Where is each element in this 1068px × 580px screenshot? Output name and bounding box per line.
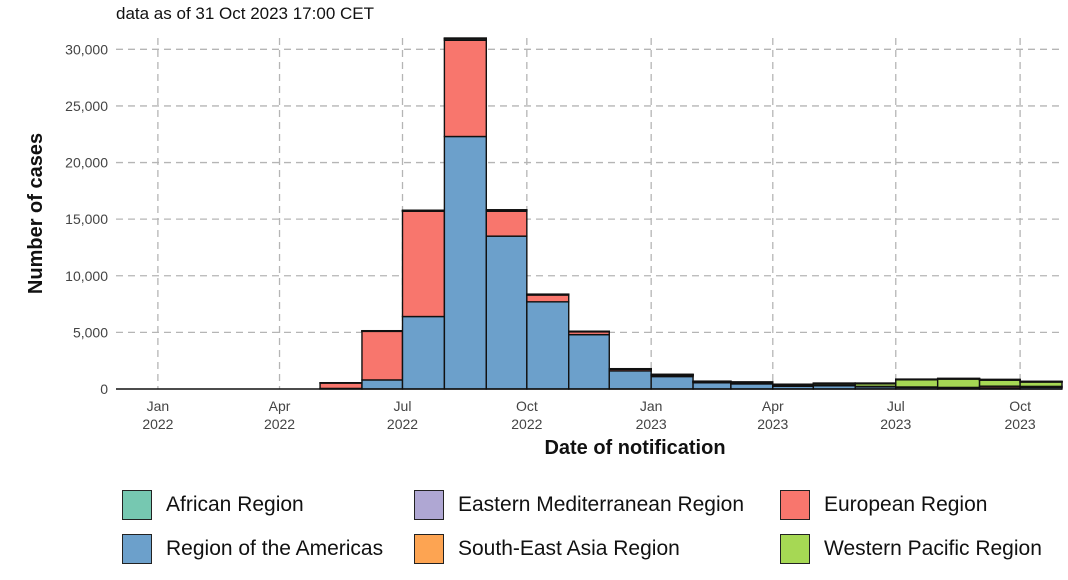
bar-segment [401,210,446,318]
legend-item: Region of the Americas [122,532,383,566]
bar-segment [854,382,897,385]
bar-segment [401,315,446,390]
x-tick-label: 2023 [880,416,911,432]
y-tick-label: 5,000 [73,324,108,340]
bar-segment [650,373,694,376]
y-axis-title: Number of cases [25,133,47,294]
x-tick-label: Jan [147,398,170,414]
x-tick-label: 2022 [387,416,418,432]
bar-segment [730,381,774,384]
legend-swatch [414,490,444,520]
y-tick-label: 10,000 [65,268,108,284]
legend-swatch [122,534,152,564]
legend: African Region Eastern Mediterranean Regi… [122,488,1068,572]
legend-label: Eastern Mediterranean Region [458,493,745,516]
x-tick-label: Jan [640,398,663,414]
x-tick-label: 2022 [142,416,173,432]
bar-segment [1019,380,1063,383]
bar-segment [608,370,652,390]
y-tick-label: 25,000 [65,98,108,114]
bar-segment [812,382,856,385]
x-tick-label: Apr [762,398,784,414]
bar-segment [443,135,487,390]
x-tick-label: Jul [887,398,905,414]
legend-swatch [780,534,810,564]
legend-swatch [780,490,810,520]
bar-segment [361,329,404,332]
bar-segment [692,380,732,383]
legend-label: South-East Asia Region [458,537,680,560]
y-tick-label: 30,000 [65,41,108,57]
x-tick-label: 2023 [757,416,788,432]
legend-swatch [122,490,152,520]
x-tick-label: 2023 [636,416,667,432]
x-tick-label: Jul [394,398,412,414]
bar-segment [650,375,694,390]
bar-segment [608,367,652,370]
bar-segment [319,382,363,384]
legend-label: Western Pacific Region [824,537,1042,560]
x-tick-label: Oct [516,398,538,414]
x-tick-label: 2023 [1005,416,1036,432]
bar-segment [526,293,570,296]
bar-segment [485,235,528,390]
legend-item: South-East Asia Region [414,532,680,566]
legend-item: Western Pacific Region [780,532,1042,566]
bar-segment [568,333,610,390]
y-tick-label: 0 [100,381,108,397]
bar-segment [895,378,939,381]
legend-item: Eastern Mediterranean Region [414,488,744,522]
x-tick-label: Apr [269,398,291,414]
x-axis-title: Date of notification [544,437,725,459]
plot-area: 0 5,000 10,000 15,000 20,000 25,000 30,000 Jan 2… [25,37,1063,459]
bar-segment [936,378,981,389]
bar-segment [692,382,732,390]
bar-segment [568,330,610,333]
legend-label: European Region [824,493,988,516]
bar-segment [526,301,570,390]
legend-label: Region of the Americas [166,537,384,560]
legend-swatch [414,534,444,564]
x-tick-label: Oct [1009,398,1031,414]
bar-segment [401,209,446,212]
bar-segment [526,294,570,303]
x-tick-label: 2022 [511,416,542,432]
bar-segment [936,377,981,380]
bar-segment [895,378,939,388]
bar-segment [443,39,487,138]
legend-item: African Region [122,488,304,522]
bar-segment [443,37,487,40]
bar-segment [978,378,1021,381]
bar-segment [485,210,528,237]
bar-segment [772,383,815,386]
chart-subtitle: data as of 31 Oct 2023 17:00 CET [116,4,374,23]
bar-segment [978,379,1021,387]
bar-segment [485,209,528,211]
legend-label: African Region [166,493,304,516]
y-tick-label: 15,000 [65,211,108,227]
legend-item: European Region [780,488,987,522]
bar-segment [361,379,404,390]
bar-segment [361,330,404,381]
x-tick-label: 2022 [264,416,295,432]
y-tick-label: 20,000 [65,155,108,171]
